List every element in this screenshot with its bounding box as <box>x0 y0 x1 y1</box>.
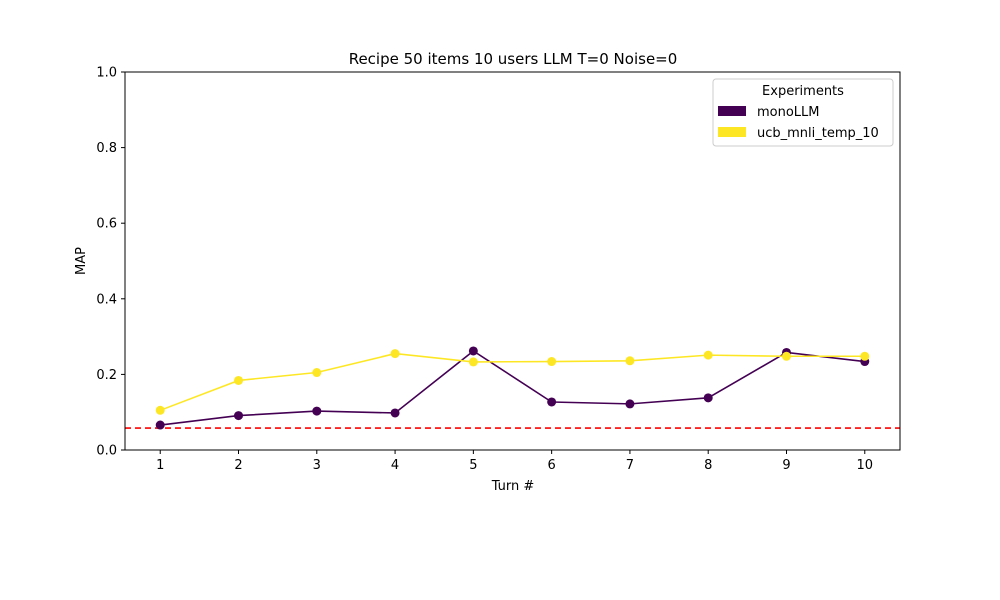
x-tick-label: 6 <box>548 458 556 473</box>
data-point-monollm <box>703 393 713 403</box>
chart-title: Recipe 50 items 10 users LLM T=0 Noise=0 <box>349 50 678 68</box>
data-point-ucb-mnli-temp-10 <box>781 351 791 361</box>
legend-box <box>712 78 894 147</box>
x-tick-label: 8 <box>704 458 712 473</box>
y-tick-label: 0.6 <box>96 217 117 232</box>
x-tick-label: 3 <box>313 458 321 473</box>
x-tick-label: 7 <box>626 458 634 473</box>
data-point-monollm <box>234 411 244 421</box>
legend-swatch-monollm <box>718 106 746 116</box>
data-point-monollm <box>547 397 557 407</box>
data-point-ucb-mnli-temp-10 <box>468 357 478 367</box>
data-point-ucb-mnli-temp-10 <box>390 349 400 359</box>
data-point-ucb-mnli-temp-10 <box>312 368 322 378</box>
data-point-ucb-mnli-temp-10 <box>625 356 635 366</box>
data-point-ucb-mnli-temp-10 <box>234 375 244 385</box>
y-tick-label: 0.8 <box>96 141 117 156</box>
data-point-ucb-mnli-temp-10 <box>547 357 557 367</box>
legend-title: Experiments <box>762 84 844 99</box>
data-point-ucb-mnli-temp-10 <box>155 405 165 415</box>
data-point-ucb-mnli-temp-10 <box>703 350 713 360</box>
data-point-ucb-mnli-temp-10 <box>860 351 870 361</box>
x-tick-label: 4 <box>391 458 399 473</box>
y-axis-label: MAP <box>74 247 89 275</box>
x-tick-label: 1 <box>156 458 164 473</box>
x-axis-label: Turn # <box>491 479 535 494</box>
data-point-monollm <box>625 399 635 409</box>
x-tick-label: 2 <box>234 458 242 473</box>
y-axis: 0.0 0.2 0.4 0.6 0.8 1.0 <box>96 66 125 459</box>
x-axis: 1 2 3 4 5 6 7 8 9 10 <box>156 450 873 473</box>
y-tick-label: 0.4 <box>96 292 117 307</box>
series-line-monollm <box>160 349 865 426</box>
plot-frame <box>124 71 901 451</box>
series-line-ucb-mnli-temp-10 <box>159 352 865 412</box>
y-tick-label: 1.0 <box>96 66 117 81</box>
data-point-monollm <box>390 408 400 418</box>
y-tick-label: 0.0 <box>96 444 117 459</box>
legend: Experiments monoLLM ucb_mnli_temp_10 <box>712 78 894 147</box>
y-tick-label: 0.2 <box>96 368 117 383</box>
legend-label-monollm: monoLLM <box>757 105 820 120</box>
data-point-monollm <box>312 406 322 416</box>
data-point-monollm <box>155 420 165 430</box>
x-tick-label: 10 <box>856 458 873 473</box>
series-layer <box>155 346 870 430</box>
data-point-monollm <box>468 346 478 356</box>
x-tick-label: 5 <box>469 458 477 473</box>
legend-label-ucb-mnli-temp-10: ucb_mnli_temp_10 <box>757 126 879 141</box>
x-tick-label: 9 <box>782 458 790 473</box>
legend-swatch-ucb-mnli-temp-10 <box>718 127 746 137</box>
